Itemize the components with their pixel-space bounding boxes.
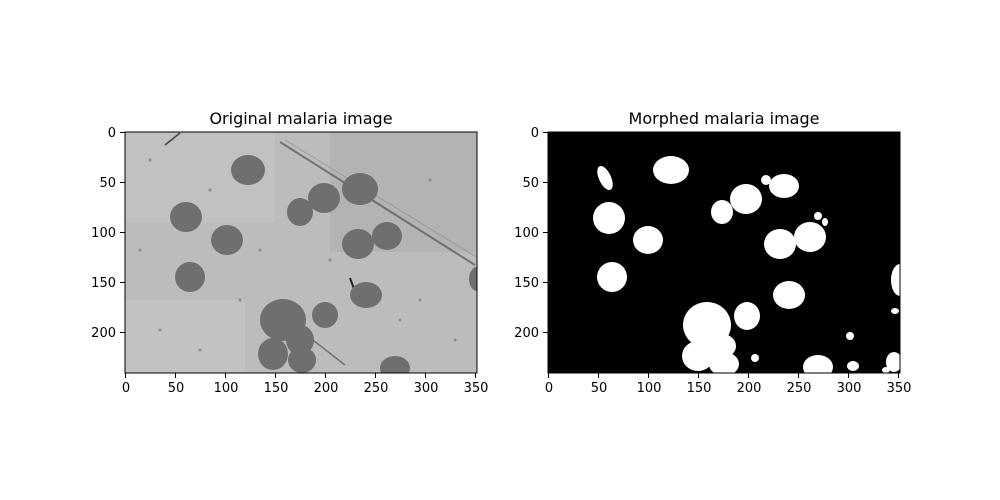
morphed-x-tick-label: 100 xyxy=(637,381,662,396)
morphed-panel-title: Morphed malaria image xyxy=(629,109,820,128)
morphed-y-tick-label: 50 xyxy=(522,176,539,191)
morphed-axes-frame xyxy=(547,131,901,374)
original-panel-title: Original malaria image xyxy=(209,109,392,128)
morphed-mask-image xyxy=(548,132,900,373)
original-image-panel: Original malaria image xyxy=(91,109,488,396)
original-y-tick-label: 0 xyxy=(108,126,116,141)
original-axes-frame xyxy=(124,131,478,374)
original-x-axis: 0 50 100 150 200 250 300 350 xyxy=(122,373,489,396)
morphed-x-tick-label: 300 xyxy=(837,381,862,396)
original-y-tick-label: 200 xyxy=(91,326,116,341)
morphed-y-tick-label: 0 xyxy=(531,126,539,141)
original-x-tick-label: 250 xyxy=(364,381,389,396)
morphed-x-axis: 0 50 100 150 200 250 300 350 xyxy=(545,373,912,396)
morphed-x-tick-label: 150 xyxy=(687,381,712,396)
original-y-tick-label: 100 xyxy=(91,226,116,241)
morphed-y-tick-label: 200 xyxy=(514,326,539,341)
original-x-tick-label: 150 xyxy=(264,381,289,396)
morphed-x-tick-label: 50 xyxy=(591,381,608,396)
original-y-tick-label: 50 xyxy=(99,176,116,191)
original-y-tick-label: 150 xyxy=(91,276,116,291)
morphed-y-tick-label: 150 xyxy=(514,276,539,291)
original-x-tick-label: 350 xyxy=(464,381,489,396)
morphed-x-tick-label: 200 xyxy=(737,381,762,396)
original-y-axis: 0 50 100 150 200 xyxy=(91,126,125,341)
original-x-tick-label: 300 xyxy=(414,381,439,396)
morphed-y-axis: 0 50 100 150 200 xyxy=(514,126,548,341)
morphed-x-tick-label: 250 xyxy=(787,381,812,396)
original-microscopy-image xyxy=(125,132,477,373)
original-x-tick-label: 200 xyxy=(314,381,339,396)
morphed-x-tick-label: 350 xyxy=(887,381,912,396)
original-x-tick-label: 100 xyxy=(214,381,239,396)
original-x-tick-label: 0 xyxy=(122,381,130,396)
original-x-tick-label: 50 xyxy=(168,381,185,396)
morphed-x-tick-label: 0 xyxy=(545,381,553,396)
morphed-image-panel: Morphed malaria image xyxy=(514,109,911,396)
morphed-y-tick-label: 100 xyxy=(514,226,539,241)
